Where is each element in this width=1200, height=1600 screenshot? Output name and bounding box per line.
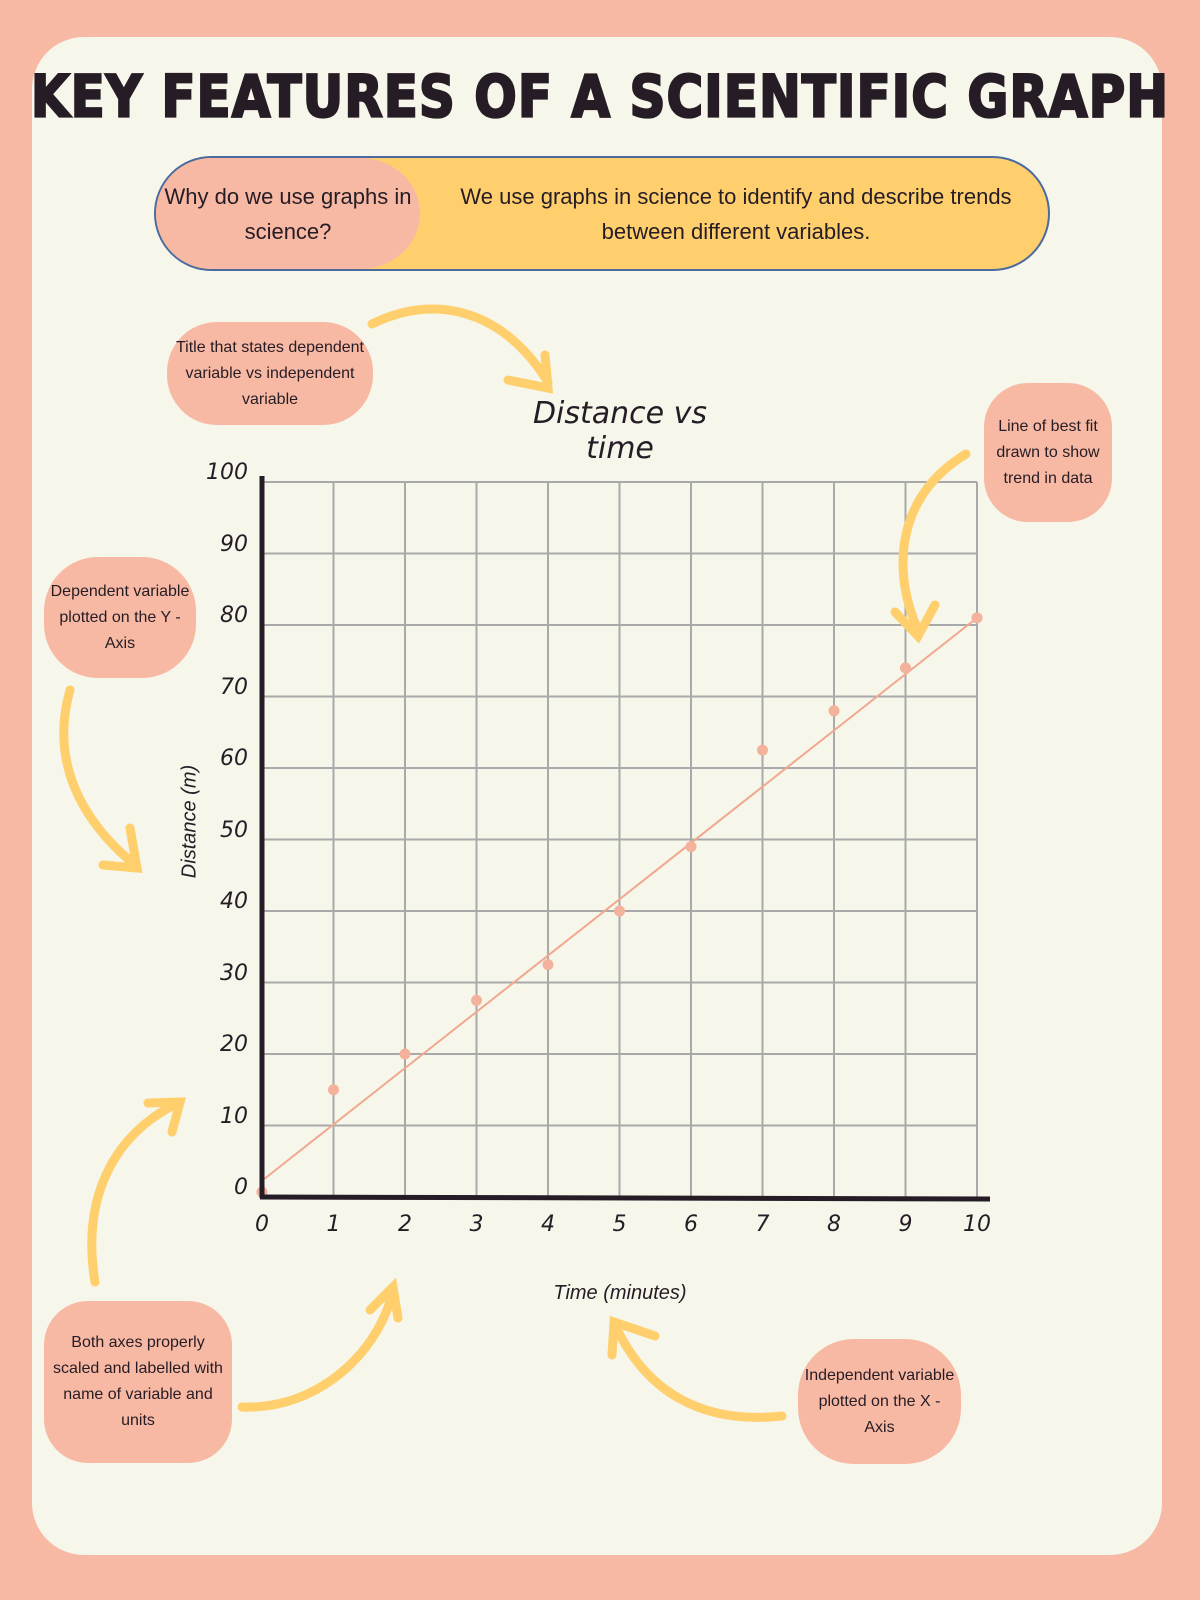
- x-tick-label: 8: [827, 1212, 841, 1237]
- data-point: [399, 1048, 411, 1060]
- x-axis-line: [259, 1194, 991, 1202]
- data-point: [971, 612, 983, 624]
- x-tick-label: 5: [612, 1212, 627, 1237]
- data-point: [542, 959, 554, 971]
- x-tick-label: 10: [963, 1212, 991, 1237]
- data-point: [614, 905, 625, 917]
- data-point: [685, 841, 697, 853]
- x-tick-label: 7: [755, 1212, 770, 1237]
- y-tick-label: 10: [220, 1103, 248, 1129]
- x-tick-label: 0: [255, 1212, 269, 1237]
- y-tick-label: 50: [220, 817, 248, 843]
- intro-answer: We use graphs in science to identify and…: [460, 183, 1012, 244]
- x-tick-label: 3: [469, 1212, 484, 1237]
- data-point: [471, 994, 482, 1006]
- intro-question: Why do we use graphs in science?: [156, 158, 420, 269]
- y-tick-label: 40: [220, 889, 248, 914]
- best-fit-line: [263, 617, 978, 1180]
- x-tick-label: 4: [541, 1212, 555, 1237]
- page-title: KEY FEATURES OF A SCIENTIFIC GRAPH: [30, 63, 1170, 132]
- note-best-fit: Line of best fit drawn to show trend in …: [984, 383, 1112, 522]
- x-tick-label: 2: [398, 1212, 412, 1237]
- note-title: Title that states dependent variable vs …: [167, 322, 373, 425]
- chart-grid: [262, 481, 978, 1197]
- data-point: [900, 662, 911, 674]
- x-tick-label: 1: [326, 1212, 341, 1237]
- y-tick-label: 30: [220, 960, 248, 986]
- y-tick-label: 60: [220, 746, 248, 771]
- poster-card: [32, 37, 1162, 1555]
- y-tick-label: 80: [220, 603, 248, 628]
- chart-title: Distance vs time: [532, 396, 708, 466]
- data-point: [757, 744, 768, 756]
- x-tick-label: 9: [898, 1212, 913, 1237]
- data-point: [828, 705, 840, 717]
- arrow-icon: [59, 304, 971, 1422]
- y-tick-label: 90: [220, 531, 248, 557]
- y-tick-label: 0: [234, 1175, 248, 1200]
- x-tick-label: 6: [684, 1212, 698, 1237]
- note-y-axis: Dependent variable plotted on the Y - Ax…: [44, 557, 196, 678]
- y-tick-label: 100: [206, 460, 248, 485]
- note-x-axis: Independent variable plotted on the X - …: [798, 1339, 961, 1464]
- x-axis-label: Time (minutes): [553, 1282, 687, 1304]
- intro-banner: Why do we use graphs in science? We use …: [154, 156, 1050, 271]
- y-tick-label: 20: [220, 1032, 248, 1057]
- y-tick-label: 70: [220, 674, 248, 700]
- data-point: [328, 1084, 339, 1096]
- note-axes: Both axes properly scaled and labelled w…: [44, 1301, 232, 1463]
